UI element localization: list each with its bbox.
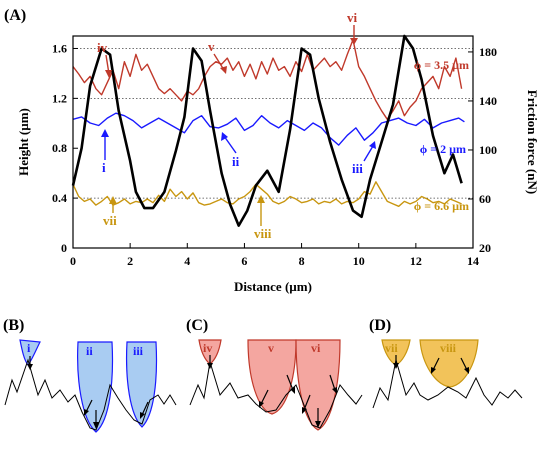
- annotation-iii: iii: [352, 141, 376, 176]
- annotation-b-ii: ii: [86, 344, 93, 358]
- annotation-b-i: i: [27, 341, 31, 355]
- annotation-c-v: v: [268, 341, 274, 355]
- series-line-blue: [72, 112, 465, 146]
- annotation-c-iv: iv: [203, 341, 212, 355]
- panel-label-b: (B): [3, 317, 24, 334]
- x-tick-label: 6: [241, 254, 247, 268]
- annotation-d-viii: viii: [440, 341, 457, 355]
- series-layer: [71, 34, 465, 227]
- red-region-vi: [295, 339, 341, 431]
- x-tick-label: 2: [127, 254, 133, 268]
- y2-tick-label: 20: [479, 241, 491, 255]
- annotation-vi-label: vi: [347, 10, 358, 25]
- annotation-ii-label: ii: [232, 154, 240, 169]
- series-line-gold: [72, 181, 462, 207]
- x-axis-label: Distance (µm): [234, 279, 312, 294]
- annotation-iv: iv: [97, 40, 112, 78]
- x-tick-label: 0: [70, 254, 76, 268]
- blue-region-ii: [77, 341, 114, 433]
- y2-axis-ticks: 20 60 100 140 180: [468, 45, 497, 255]
- x-tick-label: 8: [299, 254, 305, 268]
- panel-label-c: (C): [186, 317, 208, 334]
- annotation-i-label: i: [102, 160, 106, 175]
- y-tick-label: 0.8: [52, 141, 67, 155]
- annotation-vii-label: vii: [103, 213, 117, 228]
- annotation-vi: vi: [347, 10, 358, 45]
- y-axis-ticks: 0 0.4 0.8 1.2 1.6: [52, 41, 78, 255]
- plot-frame: [72, 35, 474, 249]
- y-axis-label: Height (µm): [16, 108, 31, 176]
- x-tick-label: 10: [353, 254, 365, 268]
- panel-label-a: (A): [4, 7, 26, 24]
- blue-region-iii: [126, 341, 158, 428]
- annotation-v: v: [208, 39, 227, 74]
- y2-tick-label: 140: [479, 94, 497, 108]
- y-tick-label: 0.4: [52, 191, 67, 205]
- red-region-v: [247, 339, 297, 415]
- y2-tick-label: 100: [479, 143, 497, 157]
- annotation-b-iii: iii: [133, 344, 144, 358]
- annotation-ii: ii: [221, 132, 240, 169]
- gold-region-viii: [419, 339, 479, 388]
- x-tick-label: 4: [184, 254, 190, 268]
- y-tick-label: 1.6: [52, 41, 67, 55]
- annotation-i: i: [101, 129, 109, 175]
- y-tick-label: 0: [61, 241, 67, 255]
- series-line-height: [71, 34, 463, 227]
- annotation-c-vi: vi: [311, 341, 321, 355]
- x-tick-label: 12: [410, 254, 422, 268]
- y2-tick-label: 180: [479, 45, 497, 59]
- series-line-red: [72, 39, 463, 120]
- panel-label-d: (D): [369, 317, 391, 334]
- sub-panels: (B) i ii iii (C) iv v vi: [3, 317, 523, 433]
- series-label-blue: ϕ = 2 µm: [420, 142, 466, 156]
- x-axis-ticks: 0 2 4 6 8 10 12 14: [70, 243, 479, 268]
- x-tick-label: 14: [467, 254, 479, 268]
- y2-axis-label: Friction force (nN): [525, 90, 540, 194]
- y-tick-label: 1.2: [52, 91, 67, 105]
- series-label-gold: ϕ = 6.6 µm: [414, 199, 469, 213]
- series-label-red: ϕ = 3.5 µm: [414, 58, 469, 72]
- annotation-viii: viii: [254, 195, 272, 241]
- annotation-iii-label: iii: [352, 161, 363, 176]
- annotation-iv-label: iv: [97, 40, 108, 55]
- profile-b: [4, 358, 177, 431]
- annotation-v-label: v: [208, 39, 215, 54]
- annotation-vii: vii: [103, 196, 117, 228]
- annotation-viii-label: viii: [254, 226, 272, 241]
- y2-tick-label: 60: [479, 192, 491, 206]
- annotation-d-vii: vii: [385, 341, 398, 355]
